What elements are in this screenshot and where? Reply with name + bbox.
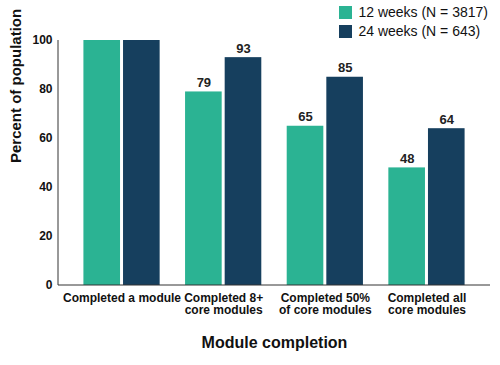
svg-text:Completed 8+core modules: Completed 8+core modules: [184, 291, 263, 317]
svg-text:93: 93: [236, 41, 250, 56]
svg-text:80: 80: [39, 82, 53, 96]
svg-text:Completed a module: Completed a module: [63, 291, 181, 305]
svg-text:64: 64: [440, 112, 455, 127]
svg-text:65: 65: [298, 109, 312, 124]
svg-text:100: 100: [32, 33, 52, 47]
svg-text:20: 20: [39, 229, 53, 243]
svg-text:Completed 50%of core modules: Completed 50%of core modules: [279, 291, 372, 317]
svg-text:48: 48: [400, 151, 414, 166]
svg-text:85: 85: [338, 60, 352, 75]
html-text:12 weeks (N = 3817): 12 weeks (N = 3817): [358, 4, 488, 20]
svg-text:79: 79: [197, 75, 211, 90]
svg-text:0: 0: [46, 278, 53, 292]
svg-text:Completed allcore modules: Completed allcore modules: [388, 291, 467, 317]
svg-text:Percent of population: Percent of population: [7, 9, 24, 163]
svg-text:Module completion: Module completion: [202, 334, 348, 351]
svg-text:40: 40: [39, 180, 53, 194]
html-text:24 weeks (N = 643): 24 weeks (N = 643): [358, 23, 481, 39]
svg-text:60: 60: [39, 131, 53, 145]
